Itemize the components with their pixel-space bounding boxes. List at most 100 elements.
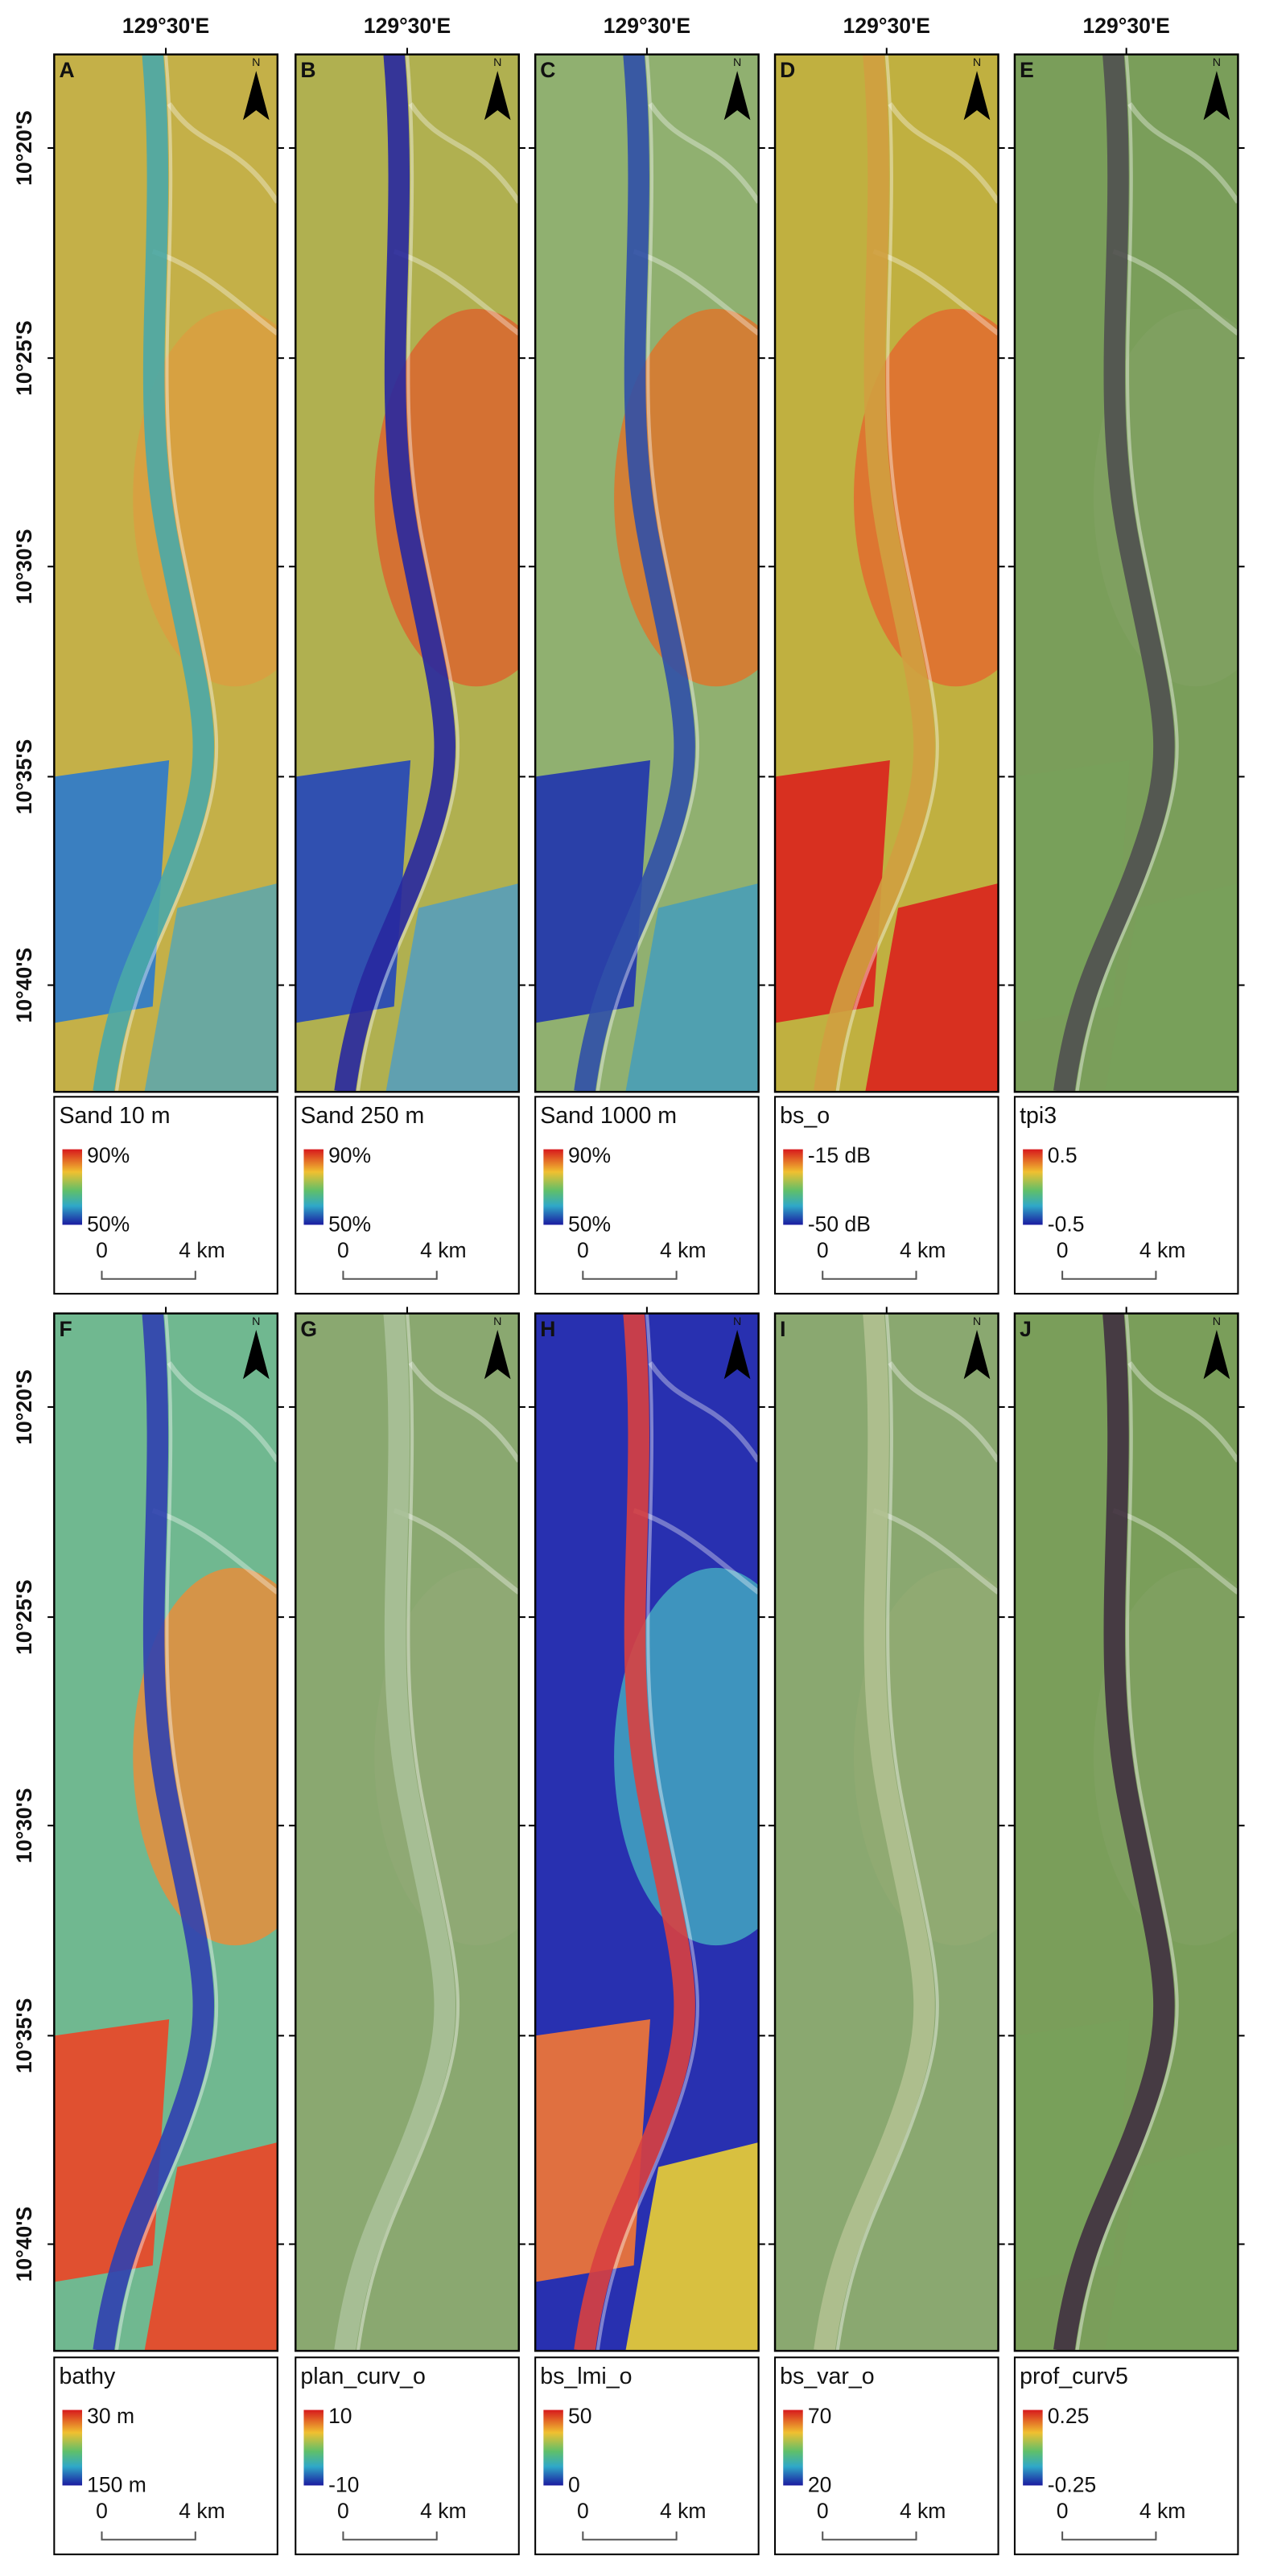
color-bar <box>783 1149 803 1225</box>
map-panel <box>295 1313 519 2352</box>
map-region <box>775 2018 890 2282</box>
scale-bar <box>342 1270 438 1280</box>
longitude-label: 129°30'E <box>604 14 690 38</box>
scale-bar <box>1061 1270 1157 1280</box>
color-bar <box>62 2409 83 2486</box>
map-region <box>535 2018 650 2282</box>
map-ridge <box>872 1361 999 1595</box>
legend-box <box>774 1096 999 1295</box>
legend-min: 50% <box>87 1212 130 1237</box>
map-region <box>1014 760 1130 1023</box>
legend-max: 90% <box>328 1143 371 1167</box>
map-channel-edge <box>114 54 219 1093</box>
legend-title: tpi3 <box>1020 1103 1057 1129</box>
north-arrow <box>484 71 511 121</box>
scale-end: 4 km <box>1139 2499 1185 2523</box>
panel-letter: B <box>300 58 315 82</box>
latitude-label: 10°25'S <box>12 1579 36 1655</box>
north-arrow <box>242 1330 270 1380</box>
north-arrow <box>1203 1330 1230 1380</box>
map-channel-edge <box>1075 1313 1179 2352</box>
legend-max: 90% <box>87 1143 130 1167</box>
north-label: N <box>1213 56 1221 69</box>
latitude-label: 10°20'S <box>12 110 36 186</box>
map-region <box>144 883 278 1093</box>
map-region <box>385 2142 519 2352</box>
legend-min: 150 m <box>87 2473 146 2497</box>
map-panel <box>1014 1313 1238 2352</box>
legend-box <box>534 2356 760 2556</box>
north-arrow <box>963 71 991 121</box>
legend-box <box>534 1096 760 1295</box>
scale-start: 0 <box>96 1238 108 1262</box>
map-channel <box>574 1313 695 2352</box>
legend-max: 70 <box>808 2404 832 2428</box>
map-panel <box>54 1313 278 2352</box>
color-bar <box>783 2409 803 2486</box>
panel-letter: A <box>59 58 74 82</box>
legend-box <box>295 2356 520 2556</box>
north-label: N <box>493 56 501 69</box>
latitude-label: 10°25'S <box>12 320 36 396</box>
north-arrow <box>723 71 751 121</box>
panel-letter: C <box>540 58 555 82</box>
panel-letter: D <box>780 58 795 82</box>
legend-min: 20 <box>808 2473 832 2497</box>
map-region <box>295 760 411 1023</box>
map-channel <box>334 54 455 1093</box>
color-bar <box>62 1149 83 1225</box>
map-ridge <box>1112 1361 1238 1595</box>
north-label: N <box>733 1315 741 1328</box>
scale-end: 4 km <box>660 2499 706 2523</box>
north-arrow <box>1203 71 1230 121</box>
scale-start: 0 <box>337 1238 349 1262</box>
legend-title: Sand 250 m <box>300 1103 424 1129</box>
legend-title: plan_curv_o <box>300 2364 426 2389</box>
map-ridge <box>393 102 519 335</box>
longitude-label: 129°30'E <box>843 14 930 38</box>
map-channel-edge <box>356 54 460 1093</box>
legend-max: 90% <box>568 1143 611 1167</box>
scale-start: 0 <box>1057 1238 1069 1262</box>
legend-box <box>53 2356 278 2556</box>
scale-end: 4 km <box>420 1238 466 1262</box>
legend-title: bs_lmi_o <box>540 2364 632 2389</box>
scale-bar <box>101 1270 196 1280</box>
color-bar <box>1023 1149 1043 1225</box>
legend-box <box>1013 2356 1239 2556</box>
map-channel <box>334 1313 455 2352</box>
map-region <box>535 760 650 1023</box>
scale-end: 4 km <box>900 2499 946 2523</box>
panel-letter: E <box>1020 58 1034 82</box>
scale-bar <box>582 1270 678 1280</box>
map-ridge <box>151 102 278 335</box>
panel-letter: H <box>540 1317 555 1341</box>
map-region <box>144 2142 278 2352</box>
panel-letter: F <box>59 1317 72 1341</box>
legend-box <box>295 1096 520 1295</box>
legend-min: -0.5 <box>1048 1212 1085 1237</box>
scale-bar <box>822 1270 917 1280</box>
map-channel-edge <box>835 54 939 1093</box>
north-label: N <box>973 56 981 69</box>
map-channel <box>814 54 935 1093</box>
latitude-label: 10°30'S <box>12 529 36 604</box>
map-region <box>625 883 759 1093</box>
legend-max: 50 <box>568 2404 592 2428</box>
scale-bar <box>582 2531 678 2541</box>
legend-box <box>1013 1096 1239 1295</box>
map-ridge <box>633 102 759 335</box>
scale-start: 0 <box>577 1238 589 1262</box>
map-panel <box>535 54 759 1093</box>
scale-bar <box>822 2531 917 2541</box>
map-panel <box>775 54 999 1093</box>
north-arrow <box>723 1330 751 1380</box>
legend-max: -15 dB <box>808 1143 871 1167</box>
scale-start: 0 <box>817 1238 829 1262</box>
color-bar <box>1023 2409 1043 2486</box>
latitude-label: 10°30'S <box>12 1788 36 1863</box>
north-label: N <box>493 1315 501 1328</box>
latitude-label: 10°35'S <box>12 1998 36 2074</box>
map-panel <box>295 54 519 1093</box>
